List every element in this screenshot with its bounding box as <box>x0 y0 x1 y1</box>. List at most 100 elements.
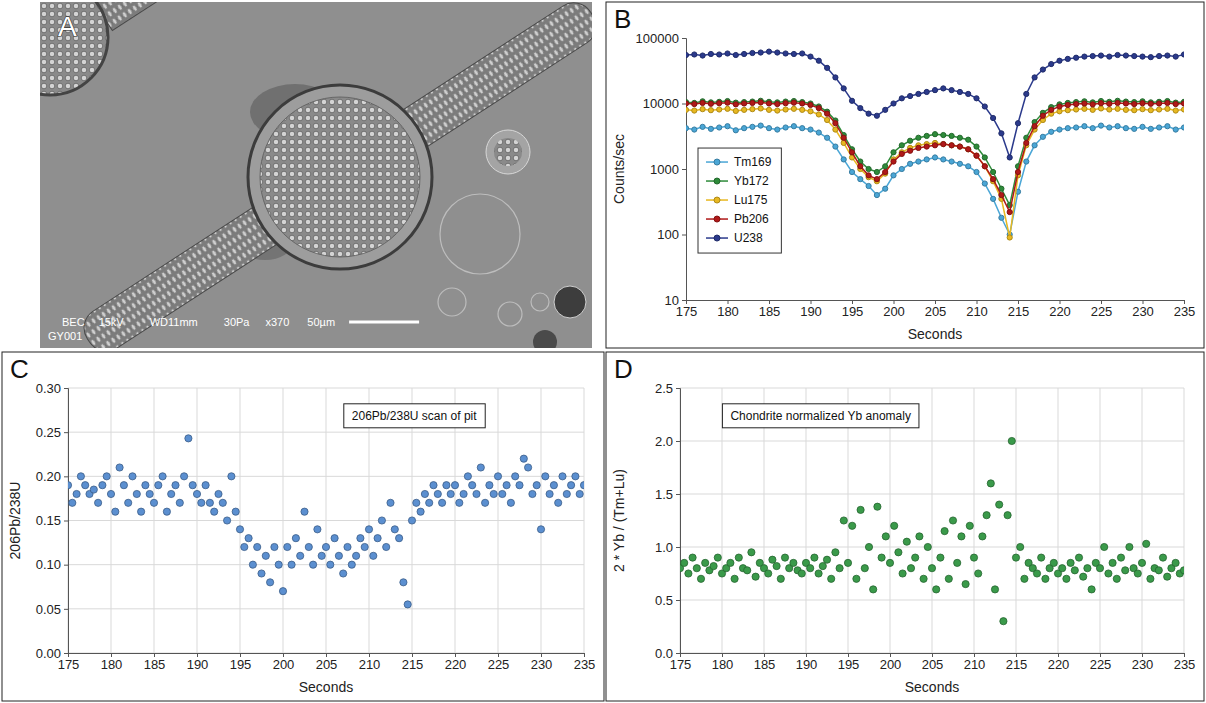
x-axis-title: Seconds <box>908 326 962 342</box>
tick: 0.25 <box>36 425 68 440</box>
marker <box>982 164 987 169</box>
point <box>357 535 364 542</box>
point <box>439 499 446 506</box>
point <box>486 482 493 489</box>
panel-letter: C <box>10 354 29 384</box>
marker <box>949 159 954 164</box>
point <box>886 559 893 566</box>
marker <box>725 51 730 56</box>
marker <box>700 124 705 129</box>
legend-label: U238 <box>734 231 763 245</box>
point <box>580 482 584 489</box>
tick-mark <box>682 104 686 105</box>
marker <box>791 51 796 56</box>
tick-label: 1000 <box>650 162 679 177</box>
g <box>68 435 584 608</box>
grid <box>68 388 584 653</box>
tick-label: 190 <box>800 304 822 319</box>
marker <box>808 54 813 59</box>
marker <box>874 192 879 197</box>
point <box>482 499 489 506</box>
marker <box>1082 106 1087 111</box>
annotation-text: 206Pb/238U scan of pit <box>352 409 477 423</box>
tick: 215 <box>1008 300 1030 319</box>
marker <box>1132 101 1137 106</box>
tick: 200 <box>883 300 905 319</box>
tick-label: 190 <box>796 657 818 672</box>
marker <box>717 52 722 57</box>
pit-rim <box>248 85 432 269</box>
annotation: 206Pb/238U scan of pit <box>344 404 485 428</box>
tick-label: 230 <box>1132 657 1154 672</box>
ablation-track <box>76 2 592 348</box>
tick-label: 185 <box>754 657 776 672</box>
point <box>245 535 252 542</box>
marker <box>758 106 763 111</box>
point <box>844 559 851 566</box>
tick-label: 220 <box>1048 657 1070 672</box>
point <box>924 543 931 550</box>
point <box>232 508 239 515</box>
point <box>991 586 998 593</box>
marker <box>932 155 937 160</box>
point <box>714 554 721 561</box>
point <box>807 565 814 572</box>
tick-mark <box>676 600 680 601</box>
tick: 10000 <box>643 96 686 111</box>
tick-mark <box>64 565 68 566</box>
marker <box>1065 108 1070 113</box>
point <box>408 517 415 524</box>
tick: 10 <box>665 293 686 308</box>
marker <box>733 52 738 57</box>
marker <box>1165 53 1170 58</box>
marker <box>1132 108 1137 113</box>
tick: 100000 <box>636 31 686 46</box>
marker <box>1165 100 1170 105</box>
marker <box>1074 101 1079 106</box>
tick: 220 <box>445 653 467 672</box>
point <box>550 482 557 489</box>
marker <box>816 130 821 135</box>
tick-mark <box>682 169 686 170</box>
marker <box>991 196 996 201</box>
marker <box>974 96 979 101</box>
marker <box>974 169 979 174</box>
grid-line-x <box>111 388 112 653</box>
point <box>555 499 562 506</box>
marker <box>1157 53 1162 58</box>
chart-panel: 1751801851901952002052102152202252302350… <box>2 352 604 701</box>
marker <box>966 147 971 152</box>
point <box>426 499 433 506</box>
tick: 225 <box>1091 300 1113 319</box>
tick-label: 195 <box>842 304 864 319</box>
point <box>916 533 923 540</box>
marker <box>1040 67 1045 72</box>
marker <box>833 75 838 80</box>
marker <box>692 108 697 113</box>
marker <box>899 96 904 101</box>
point <box>413 499 420 506</box>
grid-line-x <box>283 388 284 653</box>
point <box>1021 575 1028 582</box>
marker <box>1123 107 1128 112</box>
point <box>933 586 940 593</box>
point <box>430 482 437 489</box>
sample-name: GY001 <box>48 330 82 342</box>
tick: 1.0 <box>655 540 680 555</box>
tick-label: 235 <box>574 657 596 672</box>
point <box>262 552 269 559</box>
marker <box>957 135 962 140</box>
tick: 2.0 <box>655 434 680 449</box>
point <box>983 512 990 519</box>
legend: Tm169Yb172Lu175Pb206U238 <box>698 148 781 253</box>
point <box>878 554 885 561</box>
marker <box>1173 101 1178 106</box>
point <box>163 508 170 515</box>
point <box>224 517 231 524</box>
legend-marker <box>714 216 720 222</box>
marker <box>1098 106 1103 111</box>
tick-mark <box>64 521 68 522</box>
point <box>861 565 868 572</box>
point <box>155 482 162 489</box>
grid-line-x <box>1058 388 1059 653</box>
